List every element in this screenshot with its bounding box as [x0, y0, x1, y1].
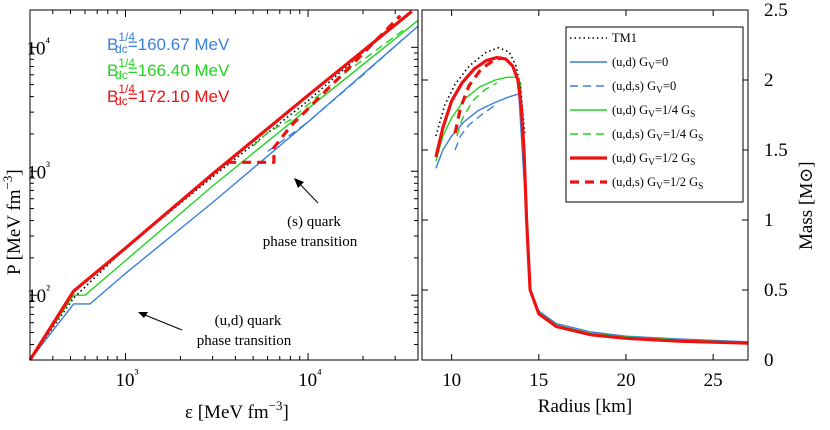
- legend-entry-label: (u,d) GV=1/4 GS: [612, 103, 695, 120]
- annotation-ud-line1: (u,d) quark: [215, 313, 282, 329]
- mass-radius-curve: [453, 56, 503, 134]
- y-tick-label: 1.5: [764, 140, 788, 161]
- bdc-label: B1/4 dc=160.67 MeV: [107, 30, 230, 56]
- y-tick-label: 1: [764, 210, 774, 231]
- legend: TM1 (u,d) GV=0 (u,d,s) GV=0 (u,d) GV=1/4 GS…: [565, 26, 744, 203]
- x-tick-label: 25: [704, 370, 723, 391]
- y-tick-label: 10³: [27, 158, 50, 183]
- eos-curve: [29, 25, 419, 361]
- x-tick-label: 15: [529, 370, 548, 391]
- right-axes-frame: [421, 9, 749, 361]
- legend-entry-label: (u,d,s) GV=1/2 GS: [612, 175, 703, 192]
- legend-entry-label: TM1: [612, 31, 637, 45]
- left-curves: [28, 10, 419, 361]
- annotation-s-line2: phase transition: [263, 234, 358, 250]
- x-tick-label: 10: [442, 370, 461, 391]
- x-tick-label: 10⁴: [298, 366, 322, 391]
- right-panel: 10 15 20 25 0 0.5 1 1.5 2 2.5 Radius [km] Mass [M⊙]…: [421, 0, 817, 417]
- eos-curve: [29, 23, 396, 361]
- x-tick-label: 20: [616, 370, 635, 391]
- mass-radius-curve: [456, 82, 498, 137]
- mass-radius-curve: [434, 56, 749, 345]
- right-tick-labels: 10 15 20 25 0 0.5 1 1.5 2 2.5: [442, 0, 788, 391]
- y-tick-label: 2: [764, 70, 774, 91]
- left-annotations: (u,d) quark phase transition (s) quark phas…: [138, 178, 358, 349]
- x-axis-label: Radius [km]: [538, 396, 632, 417]
- y-tick-label: 0.5: [764, 280, 788, 301]
- mass-radius-curve: [435, 93, 519, 169]
- x-axis-label: ε [MeV fm−3]: [185, 398, 289, 423]
- x-tick-label: 10³: [115, 366, 138, 391]
- annotation-s-line1: (s) quark: [287, 214, 341, 230]
- legend-entry-label: (u,d) GV=1/2 GS: [612, 151, 695, 168]
- mass-radius-curve: [435, 76, 522, 162]
- y-tick-label: 0: [764, 350, 774, 371]
- y-tick-label: 2.5: [764, 0, 788, 21]
- legend-box: [565, 26, 744, 203]
- y-axis-label: Mass [M⊙]: [796, 161, 817, 250]
- y-tick-label: 10²: [27, 282, 50, 307]
- mass-radius-curve: [454, 104, 496, 151]
- eos-curve: [252, 26, 408, 147]
- legend-entry-label: (u,d,s) GV=0: [612, 79, 676, 96]
- legend-entry-label: (u,d) GV=0: [612, 55, 668, 72]
- eos-curve: [267, 34, 408, 152]
- left-panel: 10³ 10⁴ 10² 10³ 10⁴ ε [MeV fm−3] P [MeV fm−3] B…: [0, 9, 419, 423]
- annotation-ud-line2: phase transition: [197, 333, 292, 349]
- legend-entry-label: (u,d,s) GV=1/4 GS: [612, 127, 703, 144]
- arrow-ud: [139, 312, 183, 331]
- arrow-s-head: [294, 178, 304, 188]
- bdc-label: B1/4 dc=172.10 MeV: [107, 82, 230, 108]
- eos-curve: [227, 14, 402, 164]
- y-tick-label: 10⁴: [26, 34, 50, 59]
- left-tick-labels: 10³ 10⁴ 10² 10³ 10⁴: [26, 34, 322, 391]
- bdc-label: B1/4 dc=166.40 MeV: [107, 56, 230, 82]
- left-axes-frame: [29, 9, 419, 361]
- eos-curve: [28, 10, 413, 361]
- arrow-ud-head: [138, 312, 148, 318]
- y-axis-label: P [MeV fm−3]: [0, 169, 25, 275]
- right-curves: [434, 47, 749, 345]
